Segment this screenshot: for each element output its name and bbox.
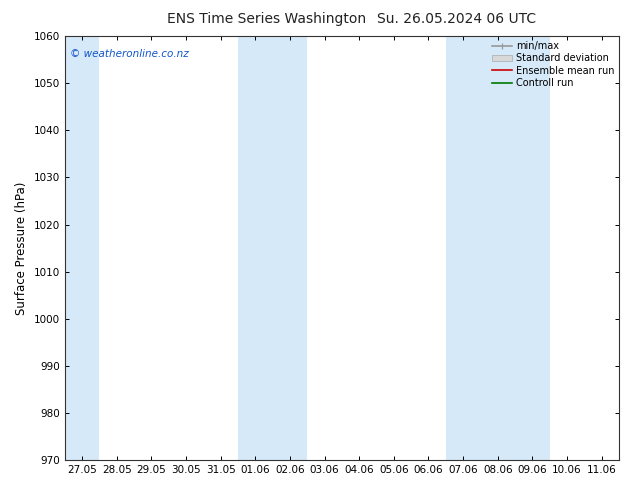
Bar — [65, 36, 100, 460]
Text: Su. 26.05.2024 06 UTC: Su. 26.05.2024 06 UTC — [377, 12, 536, 26]
Bar — [238, 36, 307, 460]
Text: © weatheronline.co.nz: © weatheronline.co.nz — [70, 49, 189, 59]
Legend: min/max, Standard deviation, Ensemble mean run, Controll run: min/max, Standard deviation, Ensemble me… — [490, 39, 616, 90]
Y-axis label: Surface Pressure (hPa): Surface Pressure (hPa) — [15, 181, 28, 315]
Text: ENS Time Series Washington: ENS Time Series Washington — [167, 12, 366, 26]
Bar — [446, 36, 550, 460]
